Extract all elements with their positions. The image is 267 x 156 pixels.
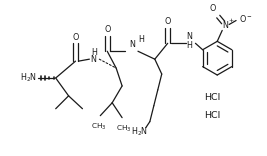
Text: H: H [91, 48, 97, 57]
Text: HCl: HCl [204, 111, 221, 120]
Text: O$^-$: O$^-$ [239, 13, 253, 24]
Text: HCl: HCl [204, 93, 221, 102]
Text: N: N [129, 40, 135, 49]
Text: N: N [222, 21, 228, 30]
Text: O: O [209, 4, 215, 13]
Text: +: + [229, 18, 234, 23]
Text: H$_2$N: H$_2$N [20, 72, 37, 84]
Text: H: H [138, 35, 144, 44]
Text: O: O [164, 17, 171, 26]
Text: CH$_3$: CH$_3$ [91, 122, 106, 132]
Text: O: O [72, 33, 79, 42]
Text: N: N [91, 55, 96, 64]
Text: O: O [104, 25, 111, 34]
Text: CH$_3$: CH$_3$ [116, 124, 132, 134]
Text: N: N [187, 32, 193, 41]
Text: H$_2$N: H$_2$N [131, 125, 148, 138]
Text: H: H [187, 41, 193, 50]
